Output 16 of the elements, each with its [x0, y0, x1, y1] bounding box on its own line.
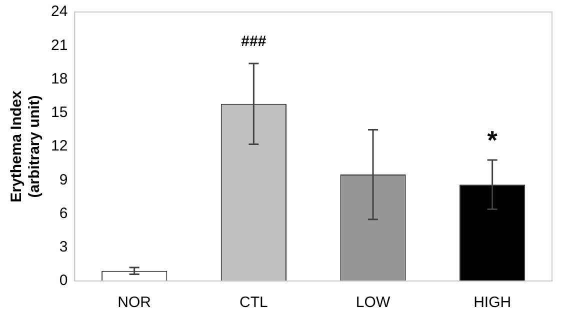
x-tick-label: NOR [118, 294, 152, 312]
y-tick-label: 9 [59, 171, 68, 188]
x-tick-label: CTL [240, 294, 268, 312]
x-tick-label: LOW [356, 294, 391, 312]
y-tick-label: 3 [59, 238, 68, 256]
y-tick-label: 12 [50, 138, 68, 155]
y-tick-label: 21 [50, 36, 68, 54]
y-tick-label: 0 [59, 272, 68, 290]
y-tick-label: 18 [50, 70, 68, 88]
y-tick-label: 24 [50, 3, 68, 20]
y-tick-label: 15 [50, 104, 68, 122]
x-tick-label: HIGH [474, 294, 512, 312]
y-axis-title: Erythema Index (arbitrary unit) [8, 90, 44, 202]
y-tick-label: 6 [59, 204, 68, 222]
annotation: ### [241, 33, 267, 50]
annotation: * [487, 125, 498, 156]
